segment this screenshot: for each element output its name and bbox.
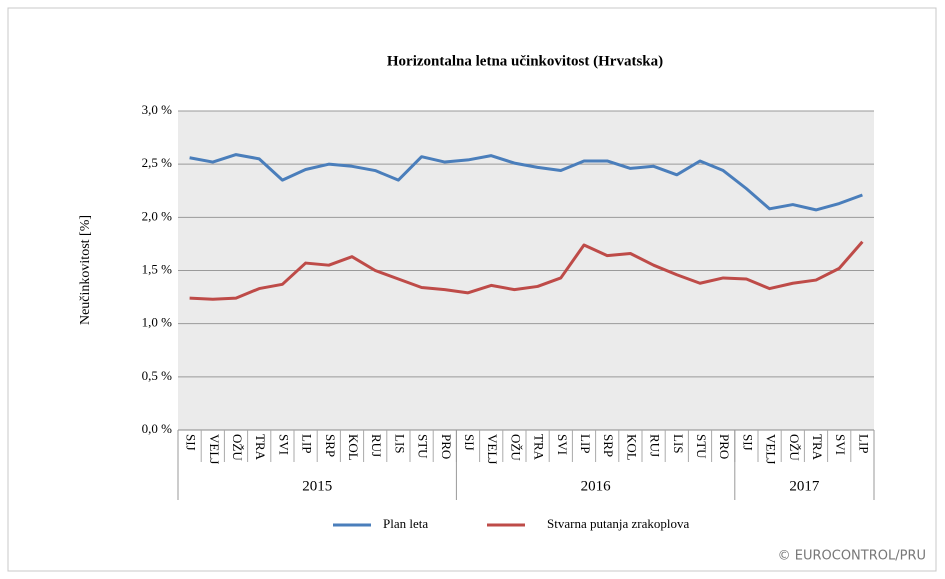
x-tick-label: KOL — [346, 434, 361, 461]
x-tick-label: STU — [694, 434, 709, 459]
x-tick-label: STU — [416, 434, 431, 459]
x-tick-label: PRO — [439, 434, 454, 459]
y-tick-label: 1,5 % — [142, 261, 173, 276]
y-tick-label: 1,0 % — [142, 315, 173, 330]
x-tick-label: VELJ — [485, 434, 500, 464]
x-tick-label: SIJ — [184, 434, 199, 451]
y-tick-label: 3,0 % — [142, 102, 173, 117]
x-tick-label: TRA — [532, 434, 547, 461]
x-tick-label: LIP — [300, 434, 315, 454]
y-tick-label: 0,5 % — [142, 368, 173, 383]
x-tick-label: LIP — [856, 434, 871, 454]
source: © EUROCONTROL/PRU — [778, 549, 926, 564]
x-tick-label: SVI — [555, 434, 570, 455]
x-tick-label: RUJ — [648, 434, 663, 457]
chart-title: Horizontalna letna učinkovitost (Hrvatsk… — [387, 53, 663, 69]
x-tick-label: LIS — [671, 434, 686, 454]
x-tick-label: VELJ — [207, 434, 222, 464]
y-axis-label: Neučinkovitost [%] — [78, 215, 93, 325]
y-tick-label: 0,0 % — [142, 421, 173, 436]
x-tick-label: SVI — [833, 434, 848, 455]
x-tick-label: LIP — [578, 434, 593, 454]
group-label: 2015 — [302, 478, 332, 494]
x-tick-label: TRA — [253, 434, 268, 461]
x-tick-label: SIJ — [740, 434, 755, 451]
x-tick-label: PRO — [717, 434, 732, 459]
x-tick-label: SVI — [276, 434, 291, 455]
x-tick-label: SRP — [601, 434, 616, 457]
group-label: 2017 — [789, 478, 820, 494]
x-tick-label: OŽU — [787, 434, 802, 461]
data-line — [189, 153, 863, 212]
y-tick-label: 2,5 % — [142, 155, 173, 170]
group-label: 2016 — [581, 478, 612, 494]
x-tick-label: OŽU — [230, 434, 245, 461]
legend-label: Stvarna putanja zrakoplova — [547, 516, 689, 531]
legend-label: Plan leta — [383, 516, 428, 531]
x-tick-label: SRP — [323, 434, 338, 457]
x-tick-label: TRA — [810, 434, 825, 461]
data-line — [189, 240, 864, 301]
x-tick-label: LIS — [392, 434, 407, 454]
x-tick-label: VELJ — [764, 434, 779, 464]
x-tick-label: OŽU — [508, 434, 523, 461]
x-tick-label: SIJ — [462, 434, 477, 451]
x-tick-label: RUJ — [369, 434, 384, 457]
x-tick-label: KOL — [624, 434, 639, 461]
y-tick-label: 2,0 % — [142, 208, 173, 223]
